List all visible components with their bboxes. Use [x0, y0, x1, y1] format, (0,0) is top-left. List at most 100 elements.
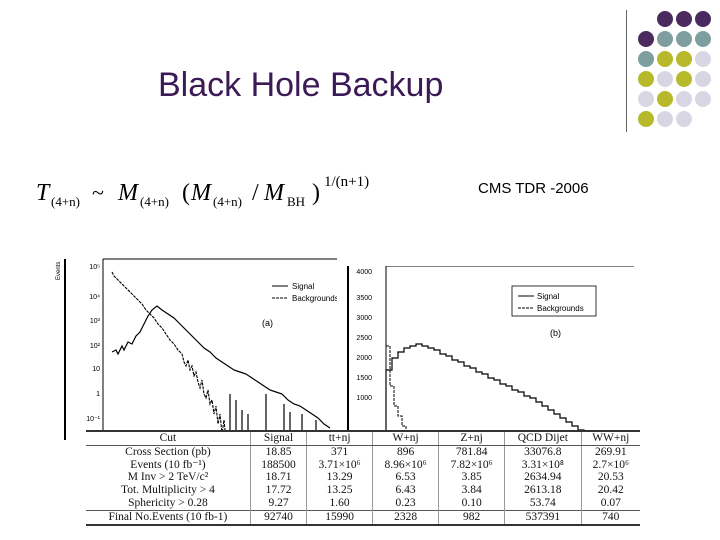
hawking-temperature-formula: T (4+n) ~ M (4+n) ( M (4+n) / M BH ) 1/(…: [36, 174, 369, 209]
table-cell: 3.84: [438, 484, 505, 497]
table-header-row: Cut Signal tt+nj W+nj Z+nj QCD Dijet WW+…: [86, 429, 640, 446]
table-cell: 18.71: [249, 471, 307, 485]
table-cell: 6.43: [372, 484, 439, 497]
plot-a-ytick: 10²: [90, 343, 101, 350]
decorative-dot: [695, 11, 711, 27]
formula-m3-sub: BH: [287, 194, 305, 209]
table-cell: 20.53: [580, 471, 640, 485]
table-row: Tot. Multiplicity > 4 17.72 13.25 6.43 3…: [86, 484, 640, 497]
decorative-dot: [657, 31, 673, 47]
table-row: Cross Section (pb) 18.85 371 896 781.84 …: [86, 445, 640, 459]
plot-a-legend-backgrounds: Backgrounds: [292, 294, 337, 303]
cut-flow-table: Cut Signal tt+nj W+nj Z+nj QCD Dijet WW+…: [86, 429, 640, 526]
table-header: Cut: [86, 429, 251, 446]
table-cell: 8.96×10⁶: [372, 458, 439, 472]
formula-rel: ~: [92, 180, 104, 205]
decorative-dot: [676, 111, 692, 127]
table-cell: Events (10 fb⁻¹): [130, 458, 206, 471]
table-header: QCD Dijet: [504, 429, 582, 446]
plot-a-panel-label: (a): [262, 318, 273, 328]
decorative-dot: [657, 51, 673, 67]
decorative-dot: [676, 51, 692, 67]
formula-open: (: [182, 180, 190, 206]
decorative-dot: [695, 91, 711, 107]
table-cell: 896: [372, 445, 439, 459]
table-final-row: Final No.Events (10 fb-1) 92740 15990 23…: [86, 509, 640, 526]
plot-a-ytick: 1: [96, 391, 100, 398]
table-cell: 3.31×10⁸: [504, 458, 582, 472]
plot-a-legend-signal: Signal: [292, 282, 314, 291]
table-header: Z+nj: [438, 429, 505, 446]
plot-b-ytick: 2500: [356, 335, 372, 342]
decorative-dot-grid: [638, 11, 711, 127]
table-header: Signal: [249, 429, 307, 446]
table-cell: 1.60: [306, 496, 373, 511]
table-row: M Inv > 2 TeV/c² 18.71 13.29 6.53 3.85 2…: [86, 471, 640, 485]
decorative-dot: [657, 111, 673, 127]
plot-b-ytick: 4000: [356, 269, 372, 276]
formula-m-sub: (4+n): [140, 194, 169, 209]
formula-m2: M: [190, 180, 213, 206]
table-cell: Cross Section (pb): [125, 445, 211, 458]
decorative-dot: [657, 11, 673, 27]
decorative-dot: [676, 71, 692, 87]
table-cell: 9.27: [249, 496, 307, 511]
table-cell: Tot. Multiplicity > 4: [121, 484, 215, 497]
table-cell: 33076.8: [504, 445, 582, 459]
table-cell: 982: [438, 509, 505, 526]
slide-title: Black Hole Backup: [158, 66, 444, 104]
plot-b-event-distribution: 4000 3500 3000 2500 2000 1500 1000 Signa…: [344, 266, 634, 440]
plot-a-ytick: 10³: [90, 318, 101, 325]
decorative-dot: [676, 91, 692, 107]
plot-a-event-distribution: Events 10⁵ 10⁴ 10³ 10² 10 1 10⁻¹ Signal …: [54, 254, 337, 440]
formula-m: M: [117, 180, 140, 206]
table-cell: 188500: [249, 458, 307, 472]
table-cell: 3.85: [438, 471, 505, 485]
formula-exponent: 1/(n+1): [324, 174, 369, 190]
formula-m3: M: [263, 180, 286, 206]
table-cell: 2634.94: [504, 471, 582, 485]
table-cell: 53.74: [504, 496, 582, 511]
table-row: Sphericity > 0.28 9.27 1.60 0.23 0.10 53…: [86, 496, 640, 511]
plot-b-ytick: 1000: [356, 395, 372, 402]
table-cell: Sphericity > 0.28: [128, 496, 208, 509]
decorative-dot: [676, 11, 692, 27]
table-cell: 92740: [249, 509, 307, 526]
plot-b-ytick: 1500: [356, 375, 372, 382]
decorative-dot: [638, 71, 654, 87]
plot-b-ytick: 3500: [356, 295, 372, 302]
formula-close: ): [312, 180, 320, 206]
plot-b-ytick: 3000: [356, 315, 372, 322]
table-cell: 17.72: [249, 484, 307, 497]
formula-lhs-sub: (4+n): [51, 194, 80, 209]
table-cell: 2328: [372, 509, 439, 526]
table-cell: 0.07: [580, 496, 640, 511]
table-cell: 6.53: [372, 471, 439, 485]
formula-m2-sub: (4+n): [213, 194, 242, 209]
decorative-dot: [638, 91, 654, 107]
decorative-dot: [695, 51, 711, 67]
table-header: tt+nj: [306, 429, 373, 446]
formula-slash: /: [252, 180, 259, 206]
table-cell: 20.42: [580, 484, 640, 497]
table-cell: 0.23: [372, 496, 439, 511]
table-header: WW+nj: [580, 429, 640, 446]
plot-a-ytick: 10⁴: [89, 294, 100, 301]
decorative-dot: [638, 31, 654, 47]
table-cell: 18.85: [249, 445, 307, 459]
formula-lhs: T: [36, 180, 51, 206]
table-cell: 269.91: [580, 445, 640, 459]
plot-a-ytick: 10: [92, 366, 100, 373]
plot-b-ytick: 2000: [356, 355, 372, 362]
table-cell: 371: [306, 445, 373, 459]
table-cell: 537391: [504, 509, 582, 526]
decorative-dot: [695, 31, 711, 47]
decorative-dot: [695, 71, 711, 87]
table-cell: 7.82×10⁶: [438, 458, 505, 472]
title-divider-line: [626, 10, 627, 132]
decorative-dot: [657, 71, 673, 87]
table-cell: 15990: [306, 509, 373, 526]
table-row: Events (10 fb⁻¹) 188500 3.71×10⁶ 8.96×10…: [86, 458, 640, 472]
plot-a-ytick: 10⁵: [89, 264, 100, 271]
table-cell: 781.84: [438, 445, 505, 459]
